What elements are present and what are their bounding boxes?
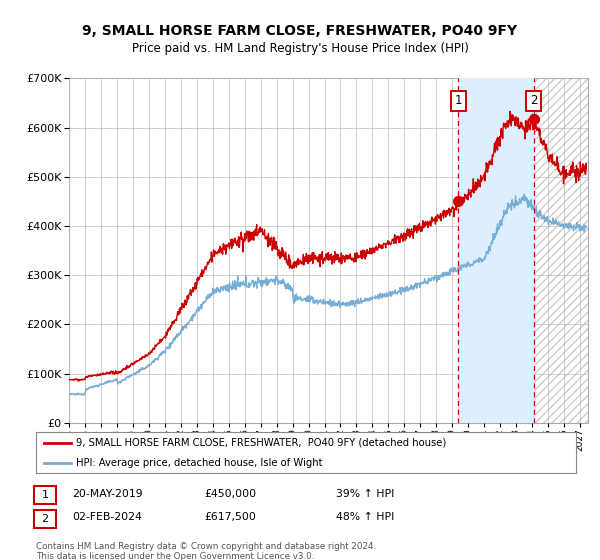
- Text: 20-MAY-2019: 20-MAY-2019: [72, 489, 143, 499]
- Text: Contains HM Land Registry data © Crown copyright and database right 2024.
This d: Contains HM Land Registry data © Crown c…: [36, 542, 376, 560]
- Bar: [458, 78, 533, 423]
- Text: 2: 2: [41, 514, 49, 524]
- Text: 39% ↑ HPI: 39% ↑ HPI: [336, 489, 394, 499]
- Text: 02-FEB-2024: 02-FEB-2024: [72, 512, 142, 522]
- Text: 9, SMALL HORSE FARM CLOSE, FRESHWATER, PO40 9FY: 9, SMALL HORSE FARM CLOSE, FRESHWATER, P…: [82, 24, 518, 38]
- Text: £450,000: £450,000: [204, 489, 256, 499]
- Text: Price paid vs. HM Land Registry's House Price Index (HPI): Price paid vs. HM Land Registry's House …: [131, 42, 469, 55]
- Bar: [533, 78, 600, 423]
- Text: 48% ↑ HPI: 48% ↑ HPI: [336, 512, 394, 522]
- Text: 2: 2: [530, 94, 537, 108]
- Bar: [533, 78, 600, 423]
- Text: HPI: Average price, detached house, Isle of Wight: HPI: Average price, detached house, Isle…: [77, 458, 323, 468]
- Text: 1: 1: [455, 94, 462, 108]
- Text: 1: 1: [41, 490, 49, 500]
- Text: 9, SMALL HORSE FARM CLOSE, FRESHWATER,  PO40 9FY (detached house): 9, SMALL HORSE FARM CLOSE, FRESHWATER, P…: [77, 437, 447, 447]
- Text: £617,500: £617,500: [204, 512, 256, 522]
